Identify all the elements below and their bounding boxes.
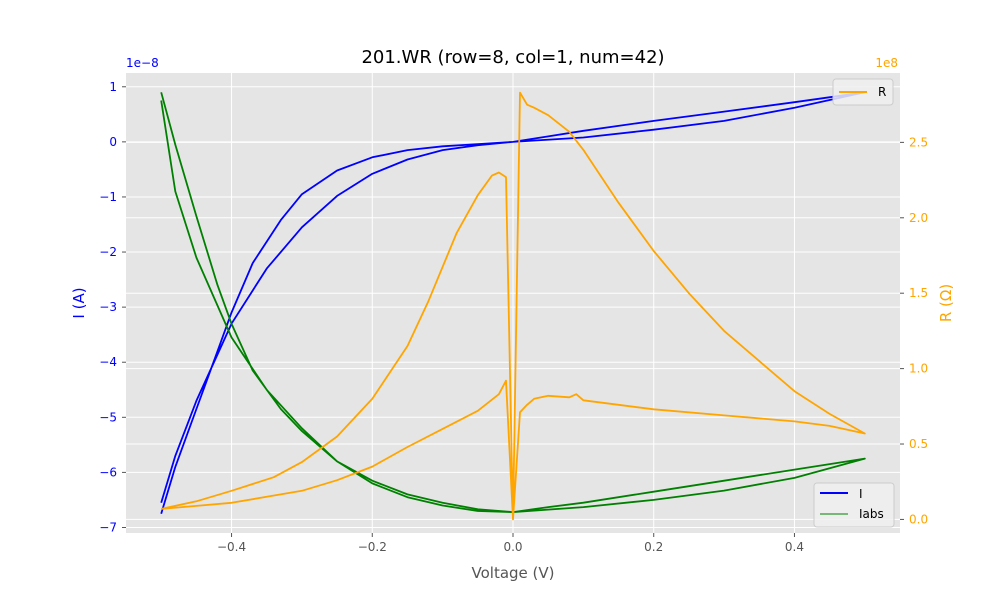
y-left-tick-label-4: −3	[99, 300, 117, 314]
legend-left: I Iabs	[813, 482, 895, 528]
legend-r-label: R	[878, 85, 886, 99]
legend-i-label: I	[859, 487, 863, 501]
y-left-tick-label-6: −5	[99, 410, 117, 424]
y-left-tick-label-1: 0	[109, 135, 117, 149]
y-right-tick-label-4: 0.5	[909, 437, 928, 451]
series-line-i	[160, 91, 866, 514]
series-line-r	[161, 91, 866, 521]
left-offset-label: 1e−8	[126, 56, 159, 70]
y-left-tick-label-5: −4	[99, 355, 117, 369]
legend-right: R	[832, 78, 894, 106]
axes-layer: −0.4 −0.2 0.0 0.2 0.4 1 0 −1 −2 −3 −4 −5 −6 −7 2.5 2.0 1…	[99, 80, 928, 554]
chart-title: 201.WR (row=8, col=1, num=42)	[361, 47, 664, 68]
y-right-tick-label-1: 2.0	[909, 211, 928, 225]
y-left-tick-label-3: −2	[99, 245, 117, 259]
y-right-tick-label-5: 0.0	[909, 512, 928, 526]
y-left-tick-label-2: −1	[99, 190, 117, 204]
x-tick-label-0: −0.4	[217, 540, 246, 554]
y-axis-label-right: R (Ω)	[937, 284, 955, 322]
y-left-tick-label-7: −6	[99, 465, 117, 479]
y-right-tick-label-3: 1.0	[909, 362, 928, 376]
y-axis-label-left: I (A)	[70, 287, 88, 318]
x-tick-label-4: 0.4	[785, 540, 804, 554]
y-right-tick-label-2: 1.5	[909, 286, 928, 300]
legend-iabs-label: Iabs	[859, 507, 884, 521]
series-line-iabs	[160, 92, 866, 513]
x-tick-label-3: 0.2	[644, 540, 663, 554]
right-offset-label: 1e8	[875, 56, 898, 70]
y-right-tick-label-0: 2.5	[909, 135, 928, 149]
series-layer	[160, 91, 866, 521]
x-tick-label-1: −0.2	[358, 540, 387, 554]
y-left-tick-label-0: 1	[109, 80, 117, 94]
x-tick-label-2: 0.0	[503, 540, 522, 554]
x-axis-label: Voltage (V)	[472, 564, 555, 582]
y-left-tick-label-8: −7	[99, 520, 117, 534]
